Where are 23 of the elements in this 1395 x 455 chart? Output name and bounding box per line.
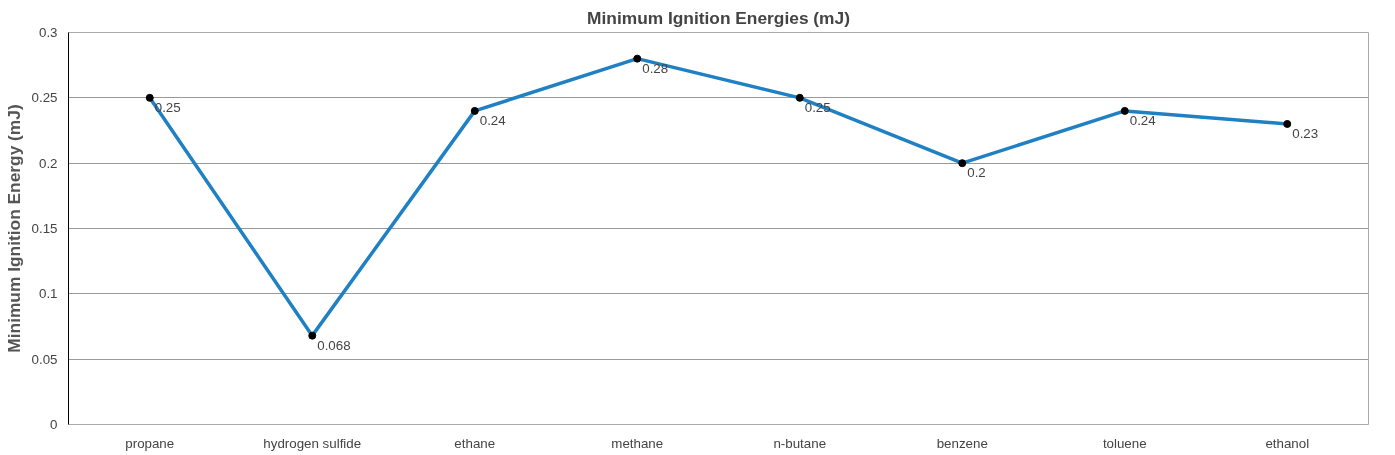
y-tick-label: 0.05 — [31, 351, 58, 367]
x-tick-label: hydrogen sulfide — [263, 435, 362, 451]
x-tick-label: ethane — [454, 435, 496, 451]
x-tick-label: toluene — [1102, 435, 1147, 451]
y-tick-label: 0.25 — [31, 90, 58, 106]
data-label: 0.2 — [967, 165, 986, 181]
x-tick-label: ethanol — [1265, 435, 1310, 451]
y-tick-label: 0.1 — [38, 286, 58, 302]
y-tick-label: 0.15 — [31, 221, 58, 236]
data-label: 0.24 — [1129, 112, 1157, 128]
x-tick-label: benzene — [936, 435, 988, 451]
x-tick-label: propane — [125, 435, 175, 451]
x-tick-label: methane — [611, 435, 664, 451]
data-label: 0.28 — [642, 60, 669, 76]
y-axis-title: Minimum Ignition Energy (mJ) — [3, 104, 24, 353]
data-label: 0.23 — [1292, 125, 1319, 141]
y-tick-label: 0 — [50, 417, 58, 432]
y-tick-label: 0.2 — [38, 155, 58, 171]
data-label: 0.24 — [479, 112, 507, 128]
data-label: 0.068 — [317, 337, 351, 353]
chart-title: Minimum Ignition Energies (mJ) — [587, 7, 850, 28]
y-tick-label: 0.3 — [38, 25, 58, 40]
x-tick-label: n-butane — [773, 435, 827, 451]
